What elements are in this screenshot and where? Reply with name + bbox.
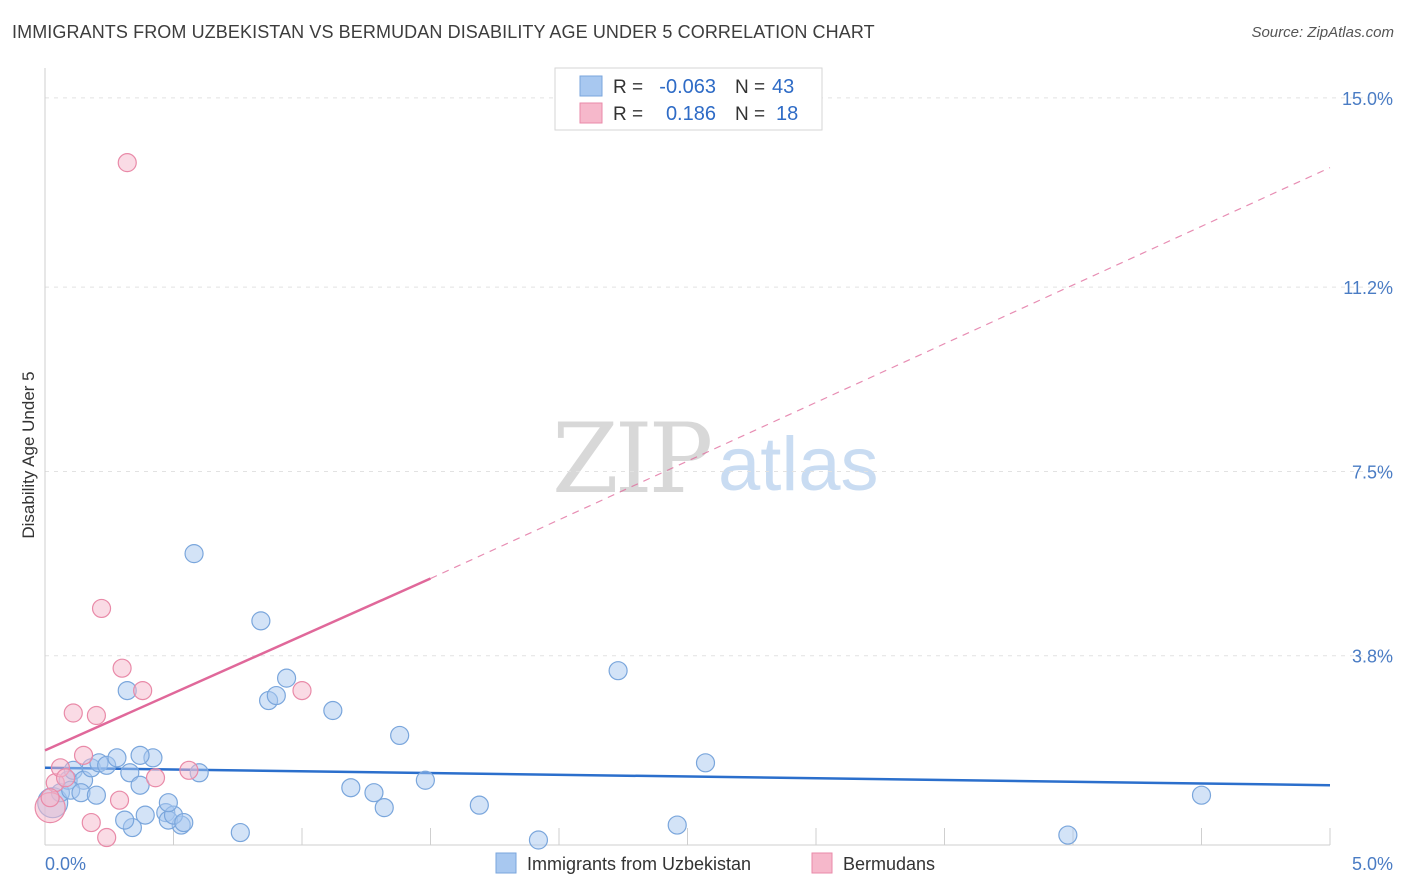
y-axis-label: Disability Age Under 5 xyxy=(19,371,38,538)
point-bermudans xyxy=(117,153,137,173)
y-tick-label: 7.5% xyxy=(1352,462,1393,482)
point-uzbekistan xyxy=(251,611,271,631)
point-bermudans xyxy=(145,768,166,788)
point-uzbekistan xyxy=(695,753,716,773)
point-uzbekistan xyxy=(390,725,410,746)
point-uzbekistan xyxy=(115,810,135,830)
point-bermudans xyxy=(292,680,312,701)
stats-n-value-uzbekistan: 43 xyxy=(772,76,794,98)
point-bermudans xyxy=(73,745,94,765)
watermark-atlas: atlas xyxy=(718,422,879,507)
stats-r-value-bermudans: 0.186 xyxy=(666,103,716,125)
point-uzbekistan xyxy=(86,785,107,805)
point-uzbekistan xyxy=(158,793,178,813)
point-bermudans xyxy=(91,598,112,619)
point-uzbekistan xyxy=(374,798,394,818)
point-bermudans xyxy=(97,827,117,848)
point-bermudans xyxy=(55,768,76,788)
point-uzbekistan xyxy=(415,770,435,790)
point-uzbekistan xyxy=(528,830,549,850)
x-tick-label: 0.0% xyxy=(45,854,86,874)
legend-swatch-uzbekistan xyxy=(495,852,517,874)
point-uzbekistan xyxy=(1058,825,1078,845)
stats-r-value-uzbekistan: -0.063 xyxy=(659,76,716,98)
point-uzbekistan xyxy=(130,745,150,765)
data-points xyxy=(34,153,1212,850)
point-bermudans xyxy=(179,760,199,780)
x-tick-labels: 0.0% 5.0% xyxy=(45,854,1393,874)
y-tick-label: 3.8% xyxy=(1352,647,1393,667)
trend-line-bermudans xyxy=(44,577,432,752)
point-bermudans xyxy=(40,788,60,808)
point-uzbekistan xyxy=(469,795,489,815)
stats-r-label-bermudans: R = xyxy=(613,104,643,125)
y-tick-label: 11.2% xyxy=(1343,278,1393,298)
point-uzbekistan xyxy=(107,748,127,768)
stats-n-label-uzbekistan: N = xyxy=(735,77,765,98)
trend-line-bermudans-dashed xyxy=(430,167,1331,580)
point-uzbekistan xyxy=(323,700,343,721)
point-bermudans xyxy=(81,812,101,833)
chart-title: IMMIGRANTS FROM UZBEKISTAN VS BERMUDAN D… xyxy=(12,22,875,42)
gridlines xyxy=(45,97,1395,657)
point-uzbekistan xyxy=(130,775,150,795)
watermark-zip: ZIP xyxy=(552,403,711,515)
source-label: Source: ZipAtlas.com xyxy=(1251,24,1394,41)
x-tick-marks xyxy=(173,828,1331,845)
point-uzbekistan xyxy=(266,685,286,706)
trend-line-uzbekistan xyxy=(44,766,1331,787)
point-uzbekistan xyxy=(667,815,687,835)
point-uzbekistan xyxy=(341,778,361,798)
y-tick-labels: 3.8% 7.5% 11.2% 15.0% xyxy=(1342,89,1393,667)
point-bermudans xyxy=(86,705,107,726)
point-uzbekistan xyxy=(608,661,628,681)
stats-n-label-bermudans: N = xyxy=(735,104,765,125)
legend-label-bermudans: Bermudans xyxy=(843,854,935,874)
point-uzbekistan xyxy=(135,805,155,825)
point-uzbekistan xyxy=(364,783,384,803)
point-uzbekistan xyxy=(276,668,297,688)
trend-lines xyxy=(44,167,1331,787)
point-uzbekistan xyxy=(174,812,194,833)
point-uzbekistan xyxy=(120,763,140,783)
stats-swatch-uzbekistan xyxy=(579,75,603,97)
stats-box: R = -0.063 N = 43 R = 0.186 N = 18 xyxy=(554,67,823,131)
y-tick-label: 15.0% xyxy=(1342,89,1393,109)
point-uzbekistan xyxy=(230,822,250,843)
legend-swatch-bermudans xyxy=(811,852,833,874)
point-uzbekistan xyxy=(184,544,204,564)
stats-swatch-bermudans xyxy=(579,102,603,124)
point-bermudans xyxy=(63,703,83,723)
legend: Immigrants from Uzbekistan Bermudans xyxy=(495,852,935,874)
point-uzbekistan xyxy=(1191,785,1212,805)
stats-r-label-uzbekistan: R = xyxy=(613,77,643,98)
point-bermudans xyxy=(133,680,153,701)
stats-n-value-bermudans: 18 xyxy=(776,103,798,125)
legend-label-uzbekistan: Immigrants from Uzbekistan xyxy=(527,854,751,874)
point-bermudans xyxy=(112,658,132,678)
point-bermudans xyxy=(109,790,130,810)
x-tick-label: 5.0% xyxy=(1352,854,1393,874)
